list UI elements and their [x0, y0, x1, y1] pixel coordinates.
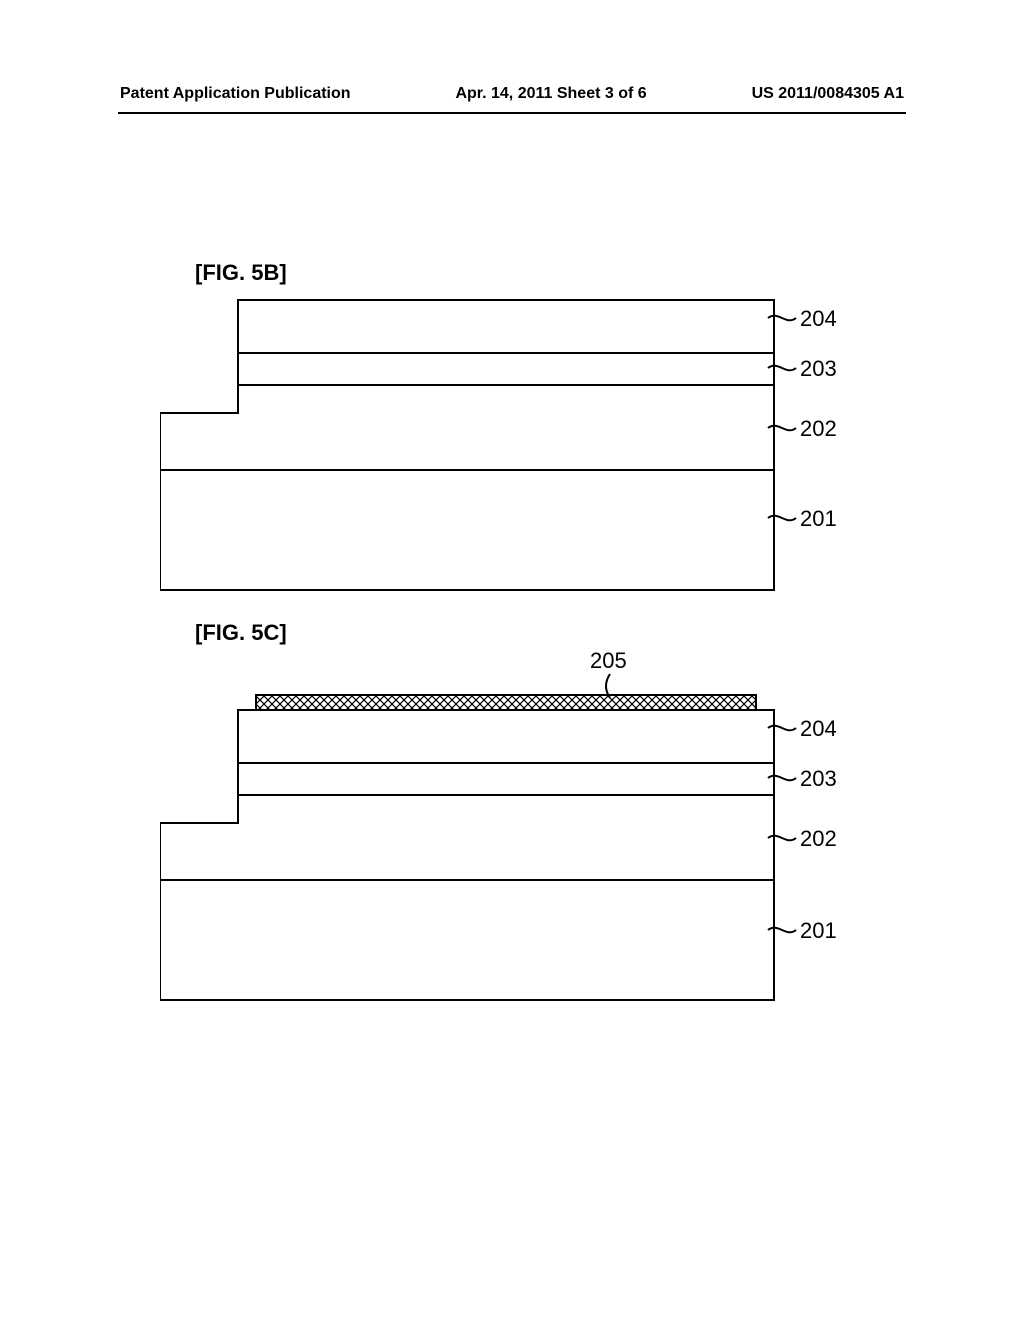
header-rule — [118, 112, 906, 114]
layer-204 — [238, 300, 774, 353]
ref-label-204: 204 — [800, 716, 837, 742]
ref-label-201: 201 — [800, 506, 837, 532]
layer-201 — [160, 470, 774, 590]
layer-203 — [238, 353, 774, 385]
figure-5c: 205 201 202 203 204 — [160, 640, 860, 1010]
header-right: US 2011/0084305 A1 — [752, 85, 904, 103]
ref-label-203: 203 — [800, 766, 837, 792]
page-header: Patent Application Publication Apr. 14, … — [0, 85, 1024, 103]
ref-label-202: 202 — [800, 416, 837, 442]
figure-5b: 201 202 203 204 — [160, 290, 860, 600]
layer-204 — [238, 710, 774, 763]
ref-label-205: 205 — [590, 648, 627, 674]
layer-202 — [160, 795, 774, 880]
ref-label-202: 202 — [800, 826, 837, 852]
layer-201 — [160, 880, 774, 1000]
ref-label-201: 201 — [800, 918, 837, 944]
ref-label-203: 203 — [800, 356, 837, 382]
layer-202 — [160, 385, 774, 470]
layer-205 — [256, 695, 756, 710]
header-left: Patent Application Publication — [120, 85, 351, 103]
layer-203 — [238, 763, 774, 795]
figure-5b-svg — [160, 290, 860, 600]
ref-label-204: 204 — [800, 306, 837, 332]
figure-5b-label: [FIG. 5B] — [195, 260, 287, 286]
figure-5c-svg — [160, 640, 860, 1010]
header-center: Apr. 14, 2011 Sheet 3 of 6 — [455, 85, 646, 103]
